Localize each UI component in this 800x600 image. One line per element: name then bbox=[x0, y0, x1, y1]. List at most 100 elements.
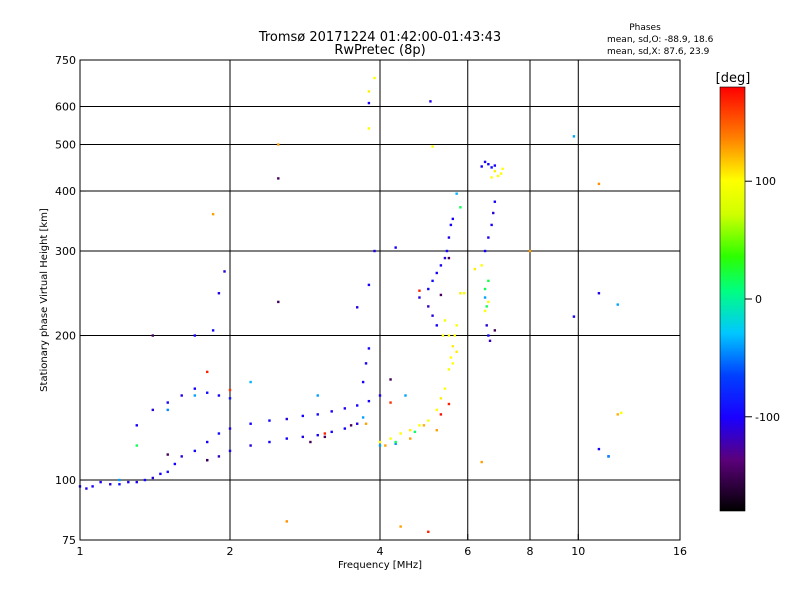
x-axis-ticks: 1 2 4 6 8 10 16 bbox=[77, 534, 687, 558]
scatter-point bbox=[447, 402, 451, 406]
scatter-point bbox=[118, 478, 121, 482]
scatter-point bbox=[394, 442, 397, 445]
colorbar bbox=[719, 86, 746, 512]
scatter-point bbox=[91, 485, 94, 488]
y-tick-label: 500 bbox=[55, 139, 76, 152]
scatter-point bbox=[443, 256, 447, 260]
y-tick-label: 200 bbox=[55, 330, 76, 343]
scatter-point bbox=[323, 432, 327, 435]
scatter-point bbox=[480, 165, 483, 168]
scatter-point bbox=[211, 212, 215, 216]
scatter-point bbox=[394, 440, 397, 444]
grid-lines bbox=[80, 60, 680, 540]
y-tick-label: 750 bbox=[55, 54, 76, 67]
scatter-point bbox=[427, 419, 430, 422]
scatter-point bbox=[597, 292, 601, 295]
scatter-point bbox=[485, 305, 488, 308]
scatter-point bbox=[135, 424, 138, 427]
scatter-point bbox=[453, 334, 456, 337]
scatter-point bbox=[455, 350, 458, 353]
scatter-point bbox=[285, 417, 288, 421]
scatter-point bbox=[127, 480, 130, 484]
scatter-point bbox=[249, 380, 252, 384]
x-tick-label: 1 bbox=[77, 545, 84, 558]
scatter-point bbox=[409, 437, 412, 440]
scatter-point bbox=[431, 314, 434, 317]
scatter-point bbox=[364, 362, 368, 365]
scatter-point bbox=[135, 480, 138, 484]
scatter-point bbox=[378, 440, 382, 444]
scatter-point bbox=[343, 407, 347, 410]
scatter-point bbox=[109, 483, 112, 486]
scatter-point bbox=[355, 422, 359, 425]
scatter-point bbox=[301, 435, 305, 439]
scatter-point bbox=[268, 440, 271, 444]
scatter-point bbox=[493, 200, 497, 203]
scatter-point bbox=[496, 174, 500, 178]
scatter-point bbox=[361, 416, 365, 419]
scatter-point bbox=[268, 419, 271, 422]
scatter-point bbox=[447, 334, 451, 337]
scatter-point bbox=[193, 449, 197, 453]
y-tick-label: 400 bbox=[55, 185, 76, 198]
scatter-point bbox=[451, 345, 455, 348]
scatter-point bbox=[528, 249, 532, 253]
scatter-point bbox=[459, 292, 462, 295]
scatter-point bbox=[455, 324, 458, 327]
scatter-point bbox=[205, 370, 209, 374]
scatter-point bbox=[427, 287, 430, 291]
scatter-point bbox=[309, 440, 312, 444]
scatter-point bbox=[205, 440, 209, 444]
scatter-point bbox=[193, 334, 197, 337]
scatter-point bbox=[490, 176, 493, 179]
scatter-point bbox=[367, 90, 371, 93]
scatter-point bbox=[487, 334, 490, 337]
chart-subtitle: RwPretec (8p) bbox=[334, 43, 425, 58]
x-tick-label: 6 bbox=[464, 545, 471, 558]
scatter-point bbox=[399, 432, 402, 435]
scatter-point bbox=[217, 394, 221, 397]
scatter-point bbox=[166, 470, 169, 474]
scatter-point bbox=[616, 303, 619, 306]
colorbar-tick-label: 100 bbox=[755, 175, 776, 188]
scatter-point bbox=[572, 315, 576, 318]
scatter-point bbox=[439, 413, 443, 416]
colorbar-tick-label: 0 bbox=[755, 293, 762, 306]
scatter-point bbox=[355, 404, 359, 407]
scatter-point bbox=[449, 223, 453, 227]
scatter-point bbox=[159, 472, 162, 476]
scatter-point bbox=[418, 296, 421, 299]
scatter-point bbox=[367, 399, 371, 403]
scatter-point bbox=[217, 455, 221, 458]
scatter-point bbox=[443, 387, 447, 390]
scatter-points bbox=[78, 76, 623, 534]
scatter-point bbox=[166, 453, 169, 456]
scatter-point bbox=[451, 217, 455, 221]
scatter-point bbox=[422, 424, 426, 427]
scatter-point bbox=[493, 329, 497, 332]
scatter-point bbox=[205, 391, 209, 394]
scatter-point bbox=[572, 135, 576, 138]
scatter-point bbox=[490, 166, 493, 169]
scatter-point bbox=[449, 356, 453, 359]
scatter-point bbox=[367, 283, 371, 287]
scatter-point bbox=[431, 145, 434, 148]
scatter-point bbox=[487, 300, 490, 304]
scatter-point bbox=[394, 246, 397, 249]
scatter-point bbox=[435, 271, 438, 275]
scatter-point bbox=[480, 460, 483, 464]
scatter-point bbox=[205, 458, 209, 462]
scatter-point bbox=[459, 206, 462, 209]
scatter-point bbox=[418, 289, 421, 292]
scatter-point bbox=[180, 394, 183, 397]
scatter-point bbox=[228, 449, 232, 453]
y-tick-label: 600 bbox=[55, 101, 76, 114]
scatter-point bbox=[223, 270, 226, 273]
scatter-point bbox=[493, 164, 497, 167]
scatter-point bbox=[441, 334, 445, 337]
scatter-point bbox=[99, 480, 102, 484]
scatter-point bbox=[151, 408, 155, 412]
scatter-point bbox=[483, 160, 487, 164]
scatter-point bbox=[445, 249, 449, 253]
scatter-point bbox=[277, 177, 280, 180]
